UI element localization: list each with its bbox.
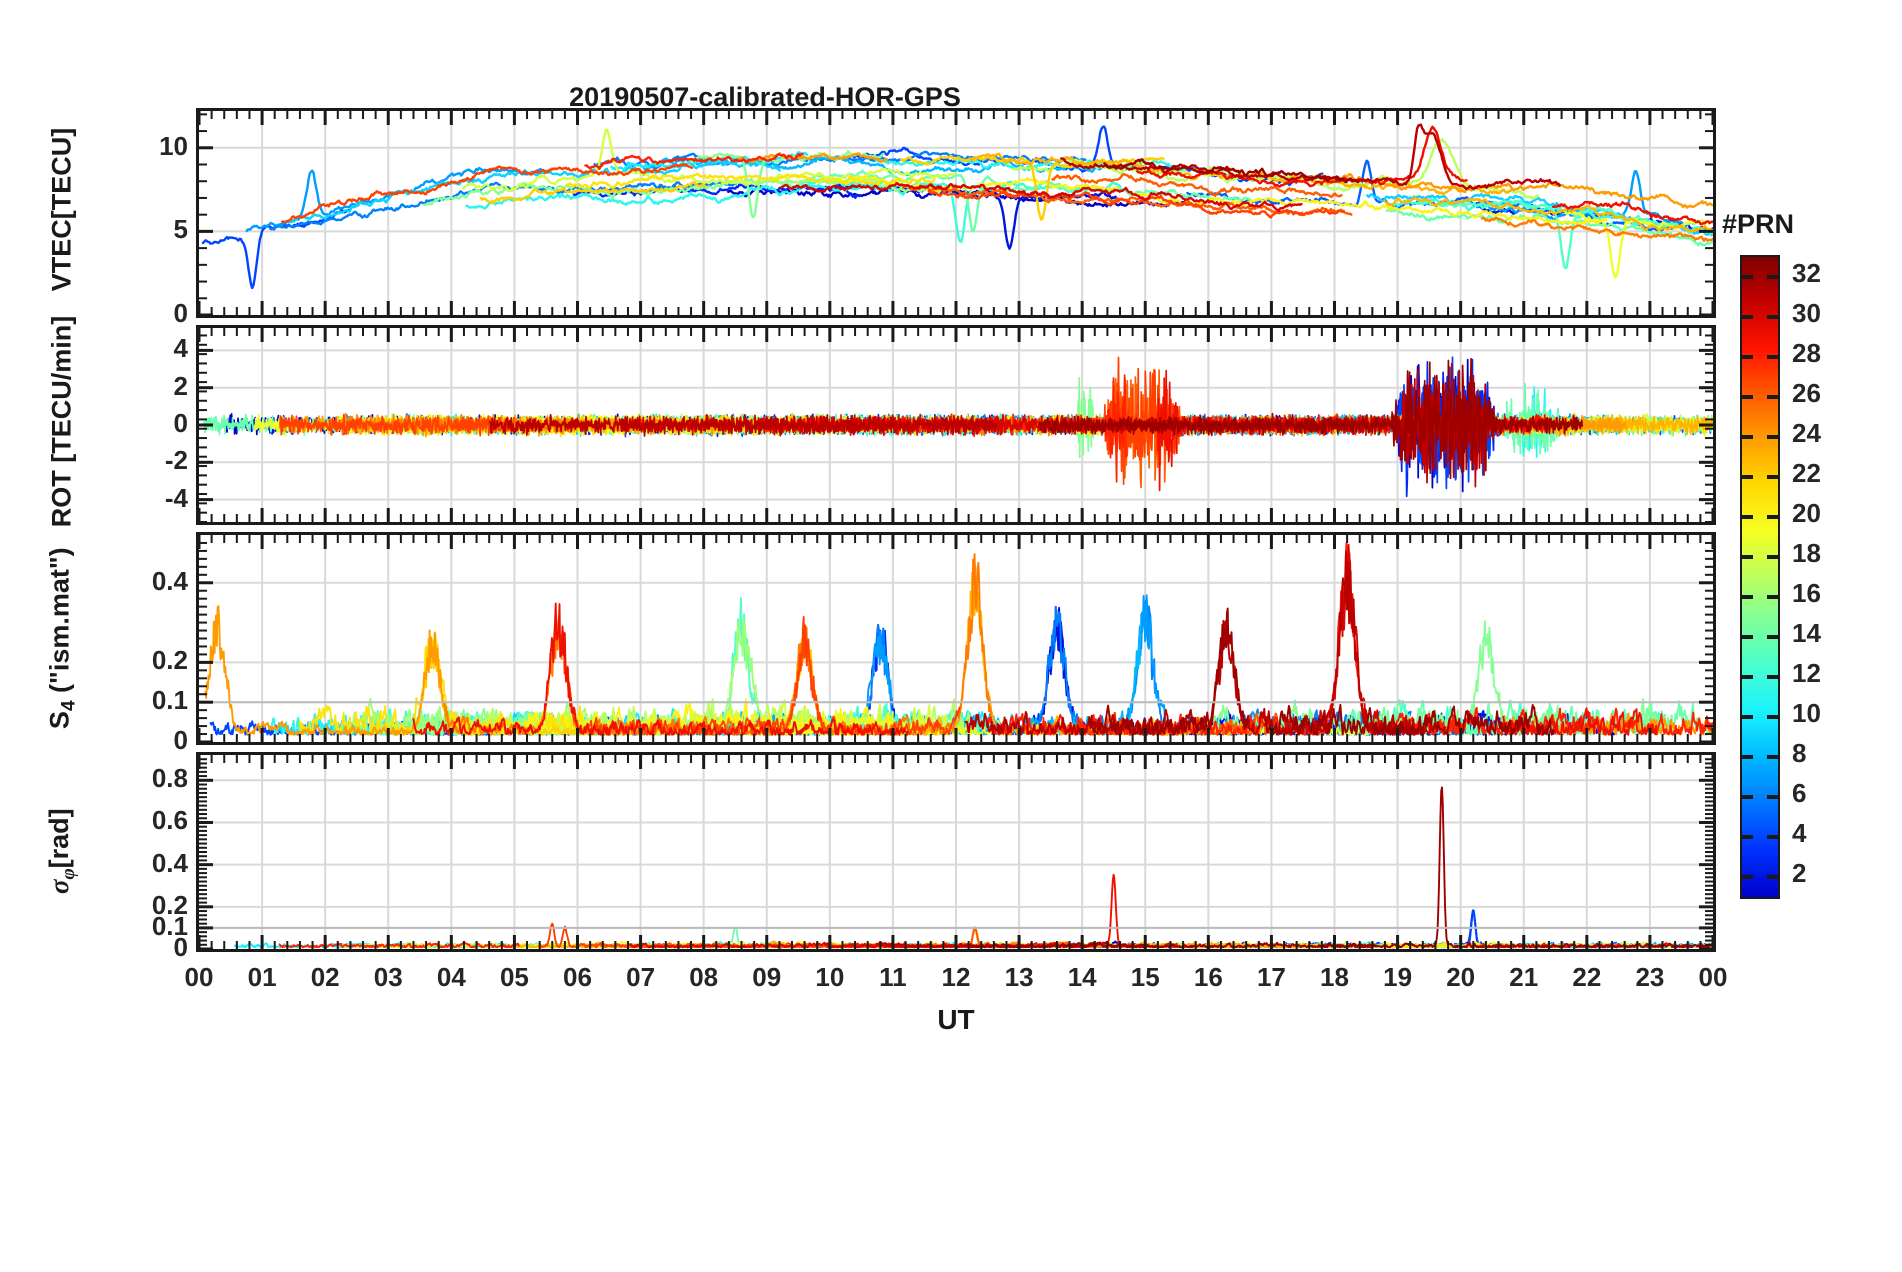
colorbar-tick-label: 32 bbox=[1792, 258, 1821, 288]
panel-vtec bbox=[196, 108, 1716, 318]
colorbar-tick-label: 12 bbox=[1792, 658, 1821, 688]
panel-sigma-phi bbox=[196, 752, 1716, 952]
colorbar-tick-label: 28 bbox=[1792, 338, 1821, 368]
y-tick-label-rot: -4 bbox=[164, 482, 188, 513]
x-tick-label: 01 bbox=[247, 962, 277, 992]
y-tick-label-sig: 0.8 bbox=[151, 763, 188, 794]
colorbar-tick-label: 16 bbox=[1792, 578, 1821, 608]
panel-rot bbox=[196, 325, 1716, 525]
x-tick-label: 15 bbox=[1130, 962, 1160, 992]
x-tick-label: 20 bbox=[1446, 962, 1476, 992]
y-tick-label-sig: 0.4 bbox=[151, 847, 188, 878]
x-tick-label: 11 bbox=[879, 962, 907, 992]
x-tick-label: 07 bbox=[626, 962, 656, 992]
colorbar-tick-label: 30 bbox=[1792, 298, 1821, 328]
y-tick-label-s4: 0.2 bbox=[151, 645, 188, 676]
x-tick-label: 10 bbox=[815, 962, 845, 992]
x-tick-label: 08 bbox=[689, 962, 719, 992]
colorbar-tick-label: 18 bbox=[1792, 538, 1821, 568]
y-tick-label-s4: 0.1 bbox=[151, 685, 188, 716]
x-tick-label: 04 bbox=[436, 962, 466, 992]
y-tick-label-vtec: 5 bbox=[173, 214, 188, 245]
panel-s4 bbox=[196, 532, 1716, 745]
colorbar-tick-label: 6 bbox=[1792, 778, 1807, 808]
colorbar-tick-label: 26 bbox=[1792, 378, 1821, 408]
colorbar-title: #PRN bbox=[1722, 209, 1795, 239]
x-tick-label: 18 bbox=[1320, 962, 1349, 992]
x-tick-label: 22 bbox=[1572, 962, 1602, 992]
y-tick-label-sig: 0.1 bbox=[151, 910, 188, 941]
y-tick-label-rot: 4 bbox=[173, 333, 188, 364]
y-axis-label-sigma-phi: σφ[rad] bbox=[43, 808, 80, 895]
x-tick-label: 02 bbox=[310, 962, 340, 992]
y-tick-label-s4: 0 bbox=[173, 725, 188, 755]
y-tick-label-vtec: 0 bbox=[173, 298, 188, 328]
x-tick-label: 05 bbox=[499, 962, 529, 992]
x-tick-label: 00 bbox=[184, 962, 214, 992]
x-tick-label: 16 bbox=[1193, 962, 1223, 992]
x-tick-label: 23 bbox=[1635, 962, 1665, 992]
colorbar-tick-label: 20 bbox=[1792, 498, 1821, 528]
y-tick-label-sig: 0.6 bbox=[151, 805, 188, 836]
y-tick-label-sig: 0 bbox=[173, 932, 188, 962]
x-tick-label: 06 bbox=[563, 962, 592, 992]
colorbar-tick-label: 14 bbox=[1792, 618, 1821, 648]
colorbar bbox=[1740, 255, 1780, 899]
x-tick-label: 17 bbox=[1256, 962, 1286, 992]
figure-title: 20190507-calibrated-HOR-GPS bbox=[569, 82, 961, 112]
x-tick-label: 00 bbox=[1698, 962, 1728, 992]
y-tick-label-sig: 0.2 bbox=[151, 889, 188, 920]
y-tick-label-vtec: 10 bbox=[159, 130, 188, 161]
colorbar-tick-label: 4 bbox=[1792, 818, 1807, 848]
x-tick-label: 12 bbox=[941, 962, 971, 992]
x-tick-label: 13 bbox=[1004, 962, 1034, 992]
y-tick-label-rot: -2 bbox=[164, 445, 188, 476]
colorbar-tick-label: 2 bbox=[1792, 858, 1807, 888]
y-tick-label-rot: 2 bbox=[173, 370, 188, 401]
x-axis-label: UT bbox=[937, 1004, 975, 1035]
colorbar-tick-label: 10 bbox=[1792, 698, 1821, 728]
x-tick-label: 19 bbox=[1383, 962, 1413, 992]
colorbar-tick-label: 22 bbox=[1792, 458, 1821, 488]
colorbar-tick-label: 24 bbox=[1792, 418, 1821, 448]
colorbar-tick-label: 8 bbox=[1792, 738, 1807, 768]
x-tick-label: 09 bbox=[752, 962, 782, 992]
y-tick-label-rot: 0 bbox=[173, 408, 188, 438]
y-tick-label-s4: 0.4 bbox=[151, 565, 188, 596]
x-tick-label: 21 bbox=[1509, 962, 1539, 992]
x-tick-label: 03 bbox=[373, 962, 403, 992]
x-tick-label: 14 bbox=[1067, 962, 1097, 992]
